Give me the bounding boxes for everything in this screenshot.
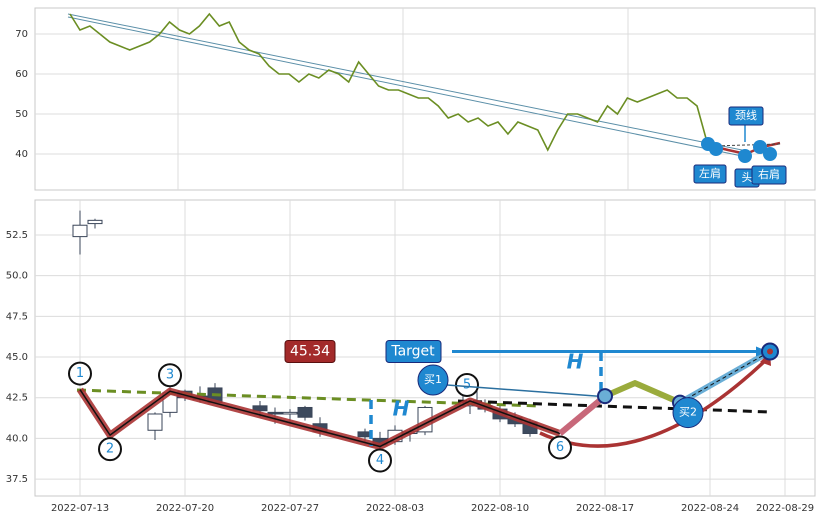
candle-body <box>282 411 298 415</box>
point-marker <box>98 437 122 462</box>
annotation-label: 颈线 <box>735 108 757 122</box>
annotation-label: 左肩 <box>699 166 721 180</box>
price-line <box>69 12 708 152</box>
breakout-leg <box>558 393 607 436</box>
height-label: H <box>567 350 584 374</box>
neckline <box>457 399 771 414</box>
trend-line <box>67 13 743 151</box>
annotation-box <box>728 106 764 126</box>
point-label: 1 <box>76 366 84 381</box>
x-tick-label: 2022-08-03 <box>366 503 424 514</box>
buy-node <box>597 388 613 405</box>
top-frame <box>34 7 816 191</box>
y-tick-label: 52.5 <box>6 230 28 241</box>
x-tick-label: 2022-07-27 <box>261 503 319 514</box>
candle-body <box>297 406 313 418</box>
point-label: 4 <box>376 453 384 468</box>
y-tick-label: 47.5 <box>6 311 28 322</box>
x-tick-label: 2022-08-10 <box>471 503 529 514</box>
point-label: 3 <box>166 368 174 383</box>
x-tick-label: 2022-07-20 <box>156 503 214 514</box>
annotation-label: 头 <box>742 171 753 184</box>
point-marker <box>68 361 92 386</box>
point-marker <box>548 435 572 460</box>
target-node-core <box>767 348 773 355</box>
y-tick-label: 50 <box>15 109 28 120</box>
annotation-box <box>693 164 727 184</box>
target-value-box <box>284 339 336 363</box>
buy-label: 买2 <box>679 406 697 419</box>
candle-body <box>267 411 283 415</box>
pattern-node <box>763 147 777 161</box>
point-marker <box>368 448 392 473</box>
y-tick-label: 42.5 <box>6 393 28 404</box>
height-label: H <box>393 397 410 421</box>
target-value: 45.34 <box>290 343 330 359</box>
point-label: 2 <box>106 442 114 457</box>
annotation-box <box>751 165 787 185</box>
point-label: 6 <box>556 440 564 455</box>
target-box <box>385 339 442 363</box>
y-tick-label: 50.0 <box>6 271 28 282</box>
zigzag-inner <box>79 389 561 448</box>
point-marker <box>158 363 182 388</box>
pattern-node <box>753 140 767 154</box>
x-tick-label: 2022-08-29 <box>756 503 814 514</box>
pattern-node <box>738 149 752 163</box>
target-leg-inner <box>679 351 771 404</box>
target-text: Target <box>390 343 435 359</box>
candle-body <box>252 405 268 412</box>
bottom-frame <box>34 199 816 497</box>
candle-body <box>87 219 103 225</box>
bottom-panel: 37.5 40.0 42.5 45.0 47.5 50.0 52.5 2022-07-13 20… <box>6 200 815 514</box>
buy-arrow <box>446 384 598 397</box>
buy-label: 买1 <box>424 373 442 386</box>
x-tick-label: 2022-08-17 <box>576 503 634 514</box>
y-tick-label: 60 <box>15 69 28 80</box>
neckline <box>711 143 781 147</box>
pullback-leg <box>603 380 682 406</box>
annotation-label: 右肩 <box>758 167 780 181</box>
y-tick-label: 45.0 <box>6 352 28 363</box>
candle-body <box>72 224 88 238</box>
pattern-node <box>709 142 723 156</box>
buy-badge <box>417 364 449 396</box>
candle-body <box>147 413 163 431</box>
trend-line <box>67 16 743 157</box>
trend-line <box>76 388 541 408</box>
x-tick-label: 2022-08-24 <box>681 503 739 514</box>
y-tick-label: 40 <box>15 149 28 160</box>
y-tick-label: 70 <box>15 29 28 40</box>
y-tick-label: 40.0 <box>6 433 28 444</box>
point-label: 5 <box>463 377 471 392</box>
y-tick-label: 37.5 <box>6 474 28 485</box>
buy-badge <box>672 397 704 429</box>
x-tick-label: 2022-07-13 <box>51 503 109 514</box>
top-panel: 40 50 60 70 左肩 头右肩 颈线 <box>15 12 815 188</box>
